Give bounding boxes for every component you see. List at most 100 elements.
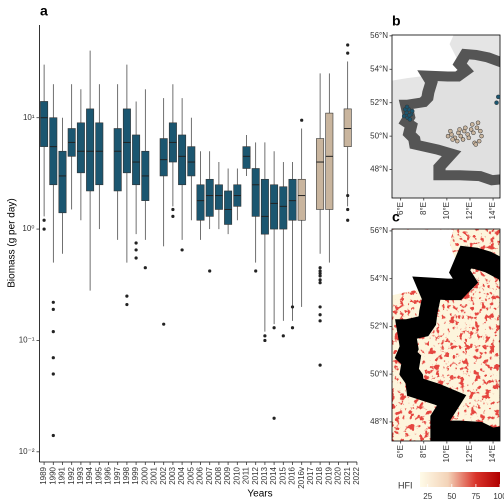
x-tick-label: 2021 — [343, 466, 352, 484]
lon-tick-label: 12°E — [465, 445, 474, 462]
x-tick-label: 1991 — [58, 466, 67, 484]
x-tick-label: 2008 — [214, 466, 223, 484]
y-tick-label: 10⁻² — [19, 447, 35, 456]
lon-tick-label: 12°E — [465, 202, 474, 219]
outlier — [318, 363, 322, 367]
outlier — [180, 248, 184, 252]
box — [58, 150, 67, 214]
site — [466, 135, 472, 141]
x-tick-label: 1996 — [104, 466, 113, 484]
outlier — [318, 319, 322, 323]
x-tick-label: 2016 — [288, 466, 297, 484]
lat-tick-label: 50°N — [370, 369, 388, 378]
box — [159, 138, 168, 177]
site — [496, 94, 501, 100]
outlier — [51, 307, 55, 311]
lon-tick-label: 8°E — [419, 445, 428, 458]
lat-tick-label: 56°N — [370, 226, 388, 235]
lat-tick-label: 56°N — [370, 31, 388, 40]
outlier — [346, 51, 350, 55]
x-tick-label: 2017 — [306, 466, 315, 484]
site — [460, 137, 466, 142]
site — [476, 138, 482, 144]
lat-tick-label: 54°N — [370, 274, 388, 283]
box — [279, 186, 288, 230]
site — [463, 125, 468, 131]
outlier — [51, 300, 55, 304]
x-tick-label: 2003 — [168, 466, 177, 484]
box — [178, 134, 187, 186]
lon-tick-label: 6°E — [396, 445, 405, 458]
panel-label: a — [40, 3, 48, 19]
x-tick-label: 2011 — [242, 466, 251, 484]
outlier — [42, 227, 46, 231]
legend-tick-label: 75 — [471, 492, 480, 501]
x-tick-label: 1992 — [67, 466, 76, 484]
box — [113, 128, 122, 192]
box — [343, 108, 352, 147]
map-frame — [391, 228, 501, 442]
x-tick-label: 2007 — [205, 466, 214, 484]
site — [409, 108, 415, 114]
outlier — [318, 313, 322, 317]
site — [470, 122, 475, 127]
x-tick-label: 2019 — [324, 466, 333, 484]
x-tick-label: 1999 — [131, 466, 140, 484]
x-tick-label: 2005 — [186, 466, 195, 484]
site — [468, 127, 474, 132]
colorbar — [420, 472, 500, 487]
map-c — [392, 229, 500, 441]
x-tick-label: 2000 — [140, 466, 149, 484]
site — [478, 128, 483, 134]
x-tick-label: 1997 — [113, 466, 122, 484]
outlier — [125, 302, 129, 307]
x-tick-label: 1998 — [122, 466, 131, 484]
x-tick-label: 2004 — [177, 466, 186, 484]
site — [404, 104, 410, 110]
outlier — [318, 305, 322, 309]
x-tick-label: 2015 — [278, 466, 287, 484]
x-tick-label: 1994 — [85, 466, 94, 484]
outlier — [263, 334, 267, 338]
x-tick-label: 2013 — [260, 466, 269, 484]
lon-tick-label: 10°E — [442, 202, 451, 219]
outlier — [263, 338, 267, 343]
outlier — [162, 322, 166, 326]
box — [251, 168, 260, 217]
outlier — [134, 248, 138, 252]
lat-tick-label: 54°N — [370, 64, 388, 73]
outlier — [134, 241, 138, 245]
outlier — [125, 294, 129, 298]
box — [214, 184, 223, 210]
lon-tick-label: 6°E — [396, 202, 405, 215]
y-tick-label: 10⁻¹ — [19, 336, 35, 345]
outlier — [290, 305, 295, 309]
outlier — [281, 334, 285, 338]
y-tick-label: 10¹ — [23, 113, 35, 122]
x-tick-label: 1990 — [48, 466, 57, 484]
legend-tick-label: 100 — [493, 492, 504, 501]
site — [471, 130, 476, 136]
outlier — [346, 193, 350, 198]
x-tick-label: 2014 — [269, 466, 278, 484]
legend-tick-label: 50 — [447, 492, 456, 501]
lat-tick-label: 48°N — [370, 165, 388, 174]
site — [407, 117, 413, 122]
panel-label: b — [392, 13, 401, 29]
outlier — [51, 372, 55, 376]
box — [76, 122, 85, 174]
box — [205, 178, 214, 217]
box — [242, 146, 251, 169]
box — [187, 146, 196, 177]
box — [95, 122, 104, 186]
outlier — [290, 326, 295, 330]
box — [122, 108, 131, 174]
outlier — [254, 269, 258, 273]
y-tick-label: 10⁰ — [22, 224, 34, 233]
box — [325, 112, 334, 210]
outlier — [318, 271, 322, 275]
x-tick-label: 2020 — [334, 466, 343, 484]
box — [270, 184, 279, 230]
site — [475, 120, 481, 126]
lon-tick-label: 10°E — [442, 445, 451, 462]
